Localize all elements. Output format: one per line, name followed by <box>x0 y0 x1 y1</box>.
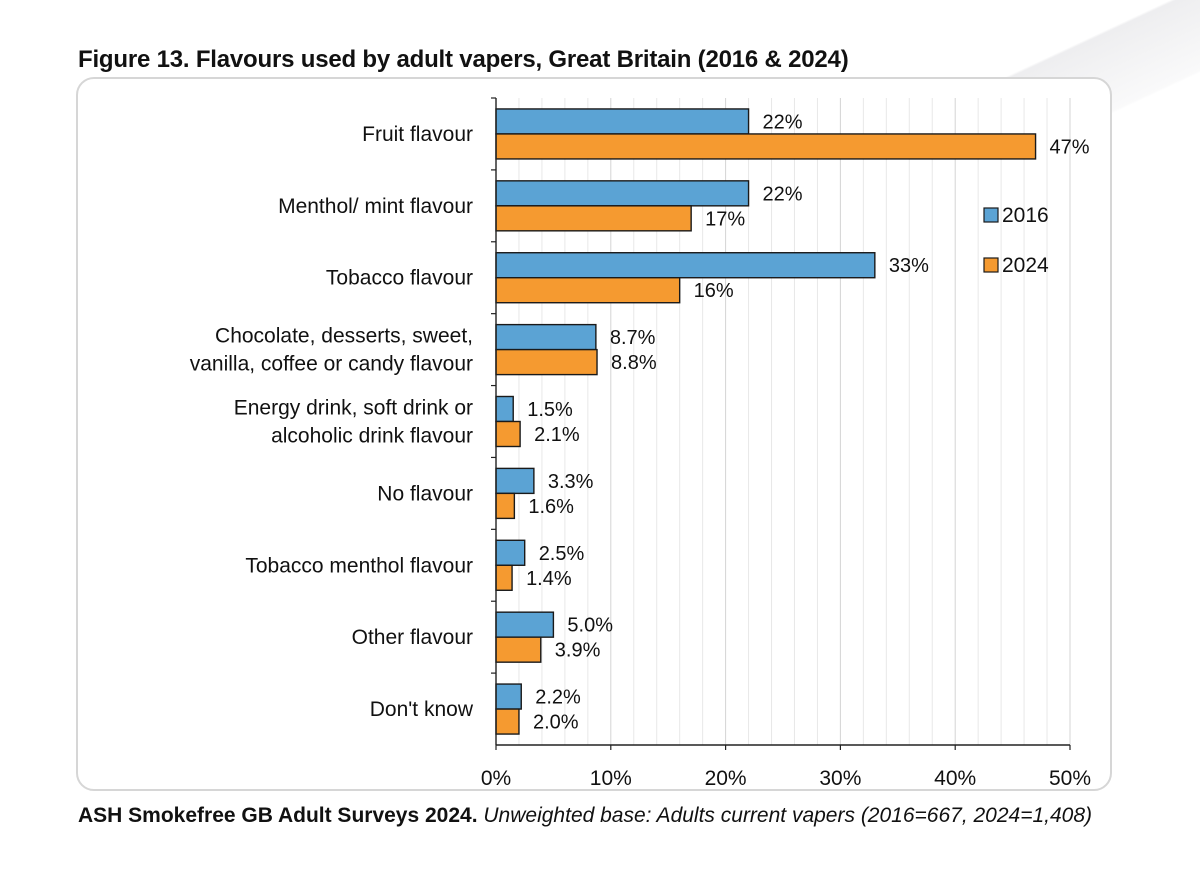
bar-2016-0 <box>495 108 750 135</box>
bar-2024-8 <box>495 708 520 735</box>
bar-2024-2 <box>495 277 681 304</box>
bar-2016-1 <box>495 180 750 207</box>
category-label: Energy drink, soft drink or <box>234 397 473 420</box>
category-labels: Fruit flavour Menthol/ mint flavour Tobacc… <box>190 123 474 721</box>
legend: 2016 2024 <box>983 204 1049 277</box>
category-label: Other flavour <box>352 626 473 649</box>
data-label: 3.3% <box>548 471 594 493</box>
data-label: 1.5% <box>527 399 573 421</box>
data-label: 1.6% <box>528 496 574 518</box>
category-label: Tobacco flavour <box>326 267 473 290</box>
category-label: vanilla, coffee or candy flavour <box>190 353 473 376</box>
base-note: Unweighted base: Adults current vapers (… <box>483 804 1093 827</box>
tick-label: 30% <box>819 767 861 790</box>
category-label: Menthol/ mint flavour <box>278 195 473 218</box>
bar-2016-4 <box>495 395 514 423</box>
tick-labels: 0% 10% 20% 30% 40% 50% <box>481 767 1091 790</box>
bar-2024-7 <box>495 636 542 663</box>
legend-label: 2016 <box>1002 204 1049 227</box>
bar-2016-6 <box>495 539 526 566</box>
legend-swatch-2024 <box>983 257 999 273</box>
source-text: ASH Smokefree GB Adult Surveys 2024. <box>78 804 478 827</box>
category-label: Chocolate, desserts, sweet, <box>215 325 473 348</box>
tick-label: 10% <box>590 767 632 790</box>
data-label: 2.2% <box>535 687 581 709</box>
tick-label: 0% <box>481 767 511 790</box>
data-label: 2.1% <box>534 424 580 446</box>
footnote: ASH Smokefree GB Adult Surveys 2024. Unw… <box>78 802 1168 829</box>
bar-2016-5 <box>495 467 535 495</box>
category-label: Fruit flavour <box>362 123 473 146</box>
bar-2024-0 <box>495 133 1037 160</box>
bar-2024-6 <box>495 564 513 591</box>
data-label: 16% <box>694 280 734 302</box>
data-label: 5.0% <box>567 615 613 637</box>
bar-2024-4 <box>495 420 521 448</box>
figure-title: Figure 13. Flavours used by adult vapers… <box>78 46 849 73</box>
data-label: 8.8% <box>611 352 657 374</box>
bar-2024-1 <box>495 205 692 232</box>
tick-label: 40% <box>934 767 976 790</box>
bar-2016-2 <box>495 252 876 279</box>
bar-2024-3 <box>495 348 598 376</box>
category-label: Don't know <box>370 698 474 721</box>
tick-label: 50% <box>1049 767 1091 790</box>
data-label: 2.0% <box>533 712 579 734</box>
data-label: 8.7% <box>610 327 656 349</box>
data-label: 2.5% <box>539 543 585 565</box>
axes <box>491 97 1071 750</box>
category-label: No flavour <box>377 482 473 505</box>
data-label: 17% <box>705 208 745 230</box>
bar-2016-8 <box>495 683 522 710</box>
data-label: 1.4% <box>526 568 572 590</box>
data-label: 22% <box>763 111 803 133</box>
data-label: 33% <box>889 255 929 277</box>
legend-label: 2024 <box>1002 254 1049 277</box>
category-label: alcoholic drink flavour <box>271 425 473 448</box>
legend-swatch-2016 <box>983 207 999 223</box>
bar-2016-7 <box>495 611 555 638</box>
data-label: 3.9% <box>555 640 601 662</box>
tick-label: 20% <box>705 767 747 790</box>
bar-2024-5 <box>495 492 516 520</box>
bar-2016-3 <box>495 323 597 351</box>
bars: 22% 47% 22% 17% 33% 16% 8.7% 8.8% 1.5% 2.1% 3.3% 1.… <box>495 108 1090 735</box>
data-label: 47% <box>1050 136 1090 158</box>
category-label: Tobacco menthol flavour <box>245 554 473 577</box>
data-label: 22% <box>763 183 803 205</box>
